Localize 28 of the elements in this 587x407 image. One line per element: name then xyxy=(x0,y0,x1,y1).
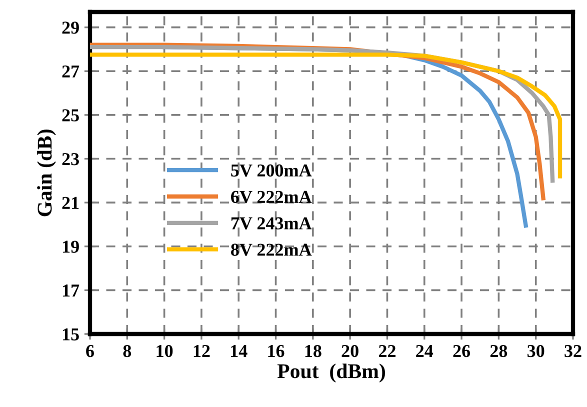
x-tick-label: 32 xyxy=(564,344,582,358)
x-tick-label: 8 xyxy=(123,344,132,358)
x-tick-label: 20 xyxy=(342,344,358,358)
x-tick-label: 26 xyxy=(453,344,470,358)
x-tick-label: 10 xyxy=(156,344,173,358)
y-tick-label: 27 xyxy=(62,65,80,78)
x-tick-label: 18 xyxy=(305,344,322,358)
x-tick-label: 14 xyxy=(231,345,248,357)
legend-label: 8V 222mA xyxy=(231,244,312,256)
x-tick-label: 30 xyxy=(528,344,544,358)
x-tick-label: 6 xyxy=(86,344,94,358)
x-tick-label: 16 xyxy=(268,344,284,358)
x-axis-title: Pout (dBm) xyxy=(277,364,385,382)
y-tick-label: 29 xyxy=(62,22,79,34)
legend-label: 7V 243mA xyxy=(231,217,312,230)
x-tick-label: 24 xyxy=(416,344,434,357)
y-tick-label: 21 xyxy=(62,196,79,209)
y-tick-label: 17 xyxy=(62,284,80,296)
y-tick-label: 25 xyxy=(62,109,79,122)
y-tick-label: 15 xyxy=(62,328,79,340)
x-tick-label: 12 xyxy=(194,344,210,357)
legend-label: 5V 200mA xyxy=(231,164,312,177)
y-tick-label: 23 xyxy=(62,153,79,166)
y-tick-label: 19 xyxy=(62,240,79,253)
x-tick-label: 22 xyxy=(378,344,396,357)
x-tick-label: 28 xyxy=(490,344,508,358)
y-axis-title: Gain (dB) xyxy=(37,130,56,216)
legend-label: 6V 222mA xyxy=(231,190,312,204)
